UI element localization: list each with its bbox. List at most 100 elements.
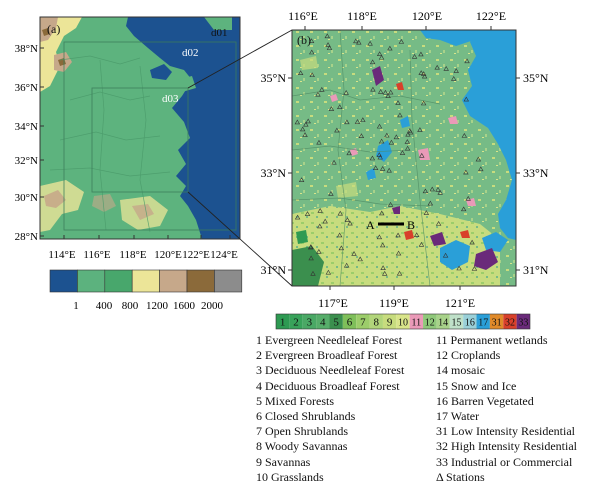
station-triangle — [437, 189, 443, 195]
lon-label: 119°E — [379, 296, 409, 310]
station-triangle — [328, 106, 335, 111]
station-triangle — [351, 251, 357, 256]
landuse-code-label: 10 — [398, 318, 408, 329]
station-triangle — [461, 132, 468, 138]
landuse-colorbar: 1 2 3 4 5 6 7 8 9 10 11 12 14 15 16 17 31 32 33 — [275, 313, 531, 330]
legend-entry: 5 Mixed Forests — [256, 393, 334, 408]
station-triangle — [343, 262, 350, 268]
lat-label: 30°N — [15, 192, 38, 204]
elevation-tick: 400 — [96, 300, 113, 312]
station-triangle — [310, 270, 316, 276]
station-triangle — [325, 269, 332, 275]
station-triangle — [294, 214, 301, 220]
station-triangle — [325, 42, 331, 47]
landuse-colorbar-cell — [356, 314, 370, 329]
station-triangle — [421, 73, 428, 79]
legend-entry: 2 Evergreen Broadleaf Forest — [256, 348, 398, 363]
station-triangle — [463, 96, 470, 102]
landuse-colorbar-cell — [329, 314, 343, 329]
station-triangle — [379, 210, 385, 216]
station-triangle — [308, 255, 314, 261]
lat-label: 31°N — [523, 263, 549, 277]
lat-label: 35°N — [523, 71, 549, 85]
elevation-colorbar-cell — [186, 269, 215, 293]
station-triangle — [378, 54, 385, 60]
station-triangle — [376, 234, 383, 240]
station-triangle — [376, 51, 383, 57]
lon-label: 121°E — [445, 296, 475, 310]
lon-label: 118°E — [347, 9, 377, 23]
legend-entry: 17 Water — [436, 409, 480, 424]
landuse-code-label: 6 — [347, 317, 353, 329]
station-triangle — [347, 220, 353, 226]
elevation-colorbar-cell — [49, 269, 78, 293]
elevation-tick: 1 — [73, 300, 79, 312]
station-triangle — [294, 119, 301, 125]
station-triangle — [422, 188, 429, 194]
elevation-tick: 1200 — [146, 300, 169, 312]
landuse-colorbar-cell — [503, 314, 517, 329]
legend-entry: 9 Savannas — [256, 454, 311, 469]
station-triangle — [418, 241, 425, 247]
station-triangle — [309, 49, 315, 55]
legend-entry: 6 Closed Shrublands — [256, 409, 356, 424]
station-triangle — [404, 145, 411, 151]
station-triangle — [411, 53, 418, 59]
station-triangle — [384, 132, 390, 138]
station-triangle — [377, 154, 383, 160]
station-triangle — [460, 206, 467, 212]
station-triangle — [370, 86, 376, 92]
station-triangle — [308, 38, 315, 43]
landuse-code-label: 2 — [293, 317, 299, 329]
legend-entry: 14 mosaic — [436, 363, 485, 378]
station-triangle — [380, 265, 386, 270]
zoom-line-bottom — [187, 191, 293, 287]
lat-label: 32°N — [15, 155, 38, 167]
station-triangle — [381, 270, 388, 276]
station-triangle — [379, 242, 386, 248]
elevation-tick: 2000 — [201, 300, 224, 312]
station-triangle — [478, 166, 484, 172]
station-triangle — [463, 169, 469, 175]
station-triangle — [453, 68, 459, 73]
station-triangle — [315, 91, 321, 97]
landuse-colorbar-cell — [289, 314, 303, 329]
landuse-colorbar-cell — [489, 314, 504, 329]
station-triangle — [369, 155, 376, 161]
station-triangle — [324, 33, 330, 39]
legend-entry: 11 Permanent wetlands — [436, 333, 548, 347]
lon-label: 124°E — [210, 249, 238, 261]
station-triangle — [379, 166, 386, 171]
panel-b-landuse-map — [292, 30, 516, 286]
station-triangle — [302, 132, 308, 137]
elevation-tick: 800 — [122, 300, 139, 312]
landuse-code-label: 4 — [320, 317, 326, 329]
station-triangle — [435, 220, 442, 226]
station-triangle — [429, 186, 435, 192]
station-triangle — [344, 119, 350, 125]
station-markers — [294, 33, 484, 276]
station-triangle — [385, 93, 391, 99]
legend-entry: 15 Snow and Ice — [436, 378, 517, 393]
landuse-code-label: 17 — [478, 318, 488, 329]
station-triangle — [336, 232, 343, 238]
station-triangle — [337, 104, 343, 109]
landuse-legend-column-1: 1 Evergreen Needleleaf Forest 2 Evergreen… — [256, 333, 404, 485]
transect-start-label: A — [366, 218, 375, 232]
panel-a-map — [39, 16, 241, 240]
station-triangle — [417, 127, 423, 132]
station-triangle — [465, 195, 471, 201]
lon-label: 122°E — [476, 9, 506, 23]
station-triangle — [343, 90, 349, 95]
station-triangle — [475, 156, 482, 162]
elevation-colorbar-ticks: 1 400 800 1200 1600 2000 — [73, 300, 223, 312]
station-triangle — [388, 139, 395, 145]
station-triangle — [456, 265, 462, 271]
station-triangle — [297, 70, 304, 75]
legend-entry: 4 Deciduous Broadleaf Forest — [256, 378, 400, 393]
station-triangle — [418, 70, 424, 75]
landuse-code-label: 11 — [412, 318, 422, 329]
station-triangle — [378, 138, 385, 144]
landuse-code-label: 14 — [438, 318, 448, 329]
station-triangle — [387, 201, 394, 207]
